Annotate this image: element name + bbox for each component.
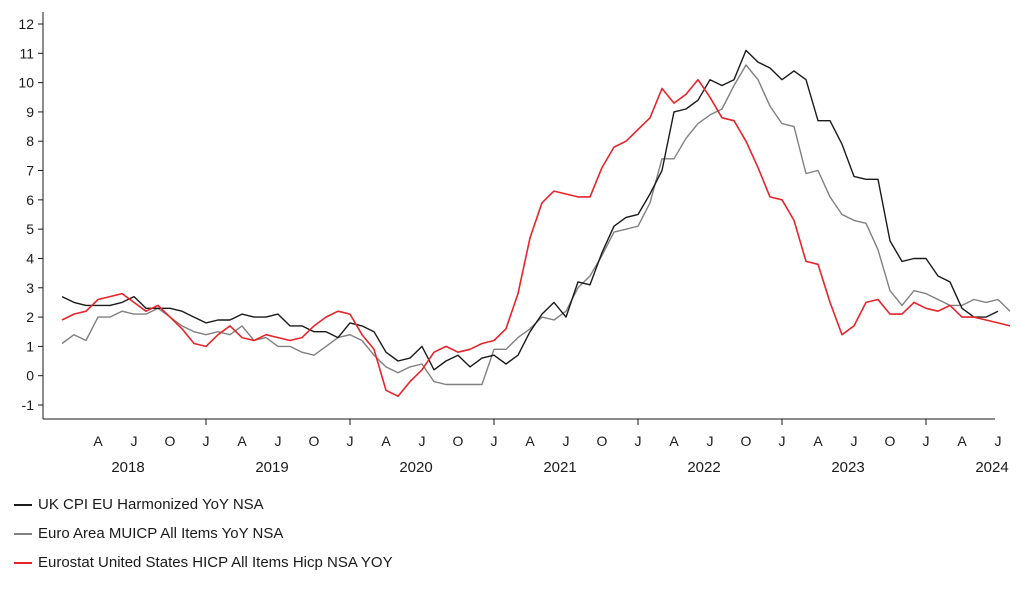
x-tick-label: O <box>885 433 896 449</box>
legend-swatch-us <box>14 561 32 564</box>
x-tick-label: A <box>669 433 679 449</box>
x-tick-label: A <box>525 433 535 449</box>
x-tick-label: O <box>741 433 752 449</box>
x-year-label: 2024 <box>975 459 1008 476</box>
series-layer <box>61 49 1011 398</box>
x-tick-label: O <box>453 433 464 449</box>
x-tick-label: A <box>957 433 967 449</box>
x-tick-label: A <box>381 433 391 449</box>
x-year-label: 2019 <box>255 459 288 476</box>
y-tick-label: 11 <box>19 45 34 61</box>
x-tick-label: J <box>275 433 282 449</box>
x-tick-label: J <box>347 433 354 449</box>
y-tick-label: 9 <box>26 104 34 120</box>
legend-item-us: Eurostat United States HICP All Items Hi… <box>14 548 393 577</box>
legend-swatch-uk <box>14 503 32 506</box>
y-tick-label: 7 <box>26 163 34 179</box>
y-tick-label: 5 <box>26 221 34 237</box>
x-tick-label: A <box>237 433 247 449</box>
x-axis: A J O J A J O J A J O J A J O J A J O J A J O J A J 2018 2019 2020 20… <box>43 418 1009 476</box>
x-tick-label: J <box>779 433 786 449</box>
x-tick-label: A <box>93 433 103 449</box>
x-year-label: 2018 <box>111 459 144 476</box>
x-year-label: 2022 <box>687 459 720 476</box>
x-tick-label: J <box>491 433 498 449</box>
y-tick-label: 2 <box>26 309 34 325</box>
y-tick-label: 1 <box>26 338 34 354</box>
x-tick-label: J <box>419 433 426 449</box>
legend-label-us: Eurostat United States HICP All Items Hi… <box>38 554 393 571</box>
legend-item-euro-area: Euro Area MUICP All Items YoY NSA <box>14 519 393 548</box>
series-line-uk <box>61 49 999 371</box>
y-tick-label: 8 <box>26 133 34 149</box>
legend-swatch-euro-area <box>14 532 32 535</box>
legend-label-euro-area: Euro Area MUICP All Items YoY NSA <box>38 525 284 542</box>
y-tick-label: 6 <box>26 192 34 208</box>
x-tick-label: J <box>851 433 858 449</box>
x-tick-label: J <box>131 433 138 449</box>
x-tick-label: O <box>597 433 608 449</box>
x-tick-label: O <box>165 433 176 449</box>
x-year-label: 2020 <box>399 459 432 476</box>
series-line-us <box>61 78 1011 398</box>
x-tick-label: A <box>813 433 823 449</box>
x-tick-label: J <box>635 433 642 449</box>
series-line-euro-area <box>61 64 1011 386</box>
y-tick-label: 10 <box>18 75 34 91</box>
legend-label-uk: UK CPI EU Harmonized YoY NSA <box>38 496 264 513</box>
x-tick-label: J <box>563 433 570 449</box>
legend-item-uk: UK CPI EU Harmonized YoY NSA <box>14 490 393 519</box>
y-tick-label: 4 <box>26 250 34 266</box>
legend: UK CPI EU Harmonized YoY NSA Euro Area M… <box>14 490 393 577</box>
x-year-label: 2021 <box>543 459 576 476</box>
x-tick-label: J <box>203 433 210 449</box>
x-tick-label: J <box>707 433 714 449</box>
y-tick-label: 0 <box>26 368 34 384</box>
y-tick-label: -1 <box>22 397 35 413</box>
y-tick-label: 12 <box>18 16 34 32</box>
x-year-label: 2023 <box>831 459 864 476</box>
x-tick-label: J <box>995 433 1002 449</box>
y-tick-label: 3 <box>26 280 34 296</box>
x-tick-label: O <box>309 433 320 449</box>
x-tick-label: J <box>923 433 930 449</box>
